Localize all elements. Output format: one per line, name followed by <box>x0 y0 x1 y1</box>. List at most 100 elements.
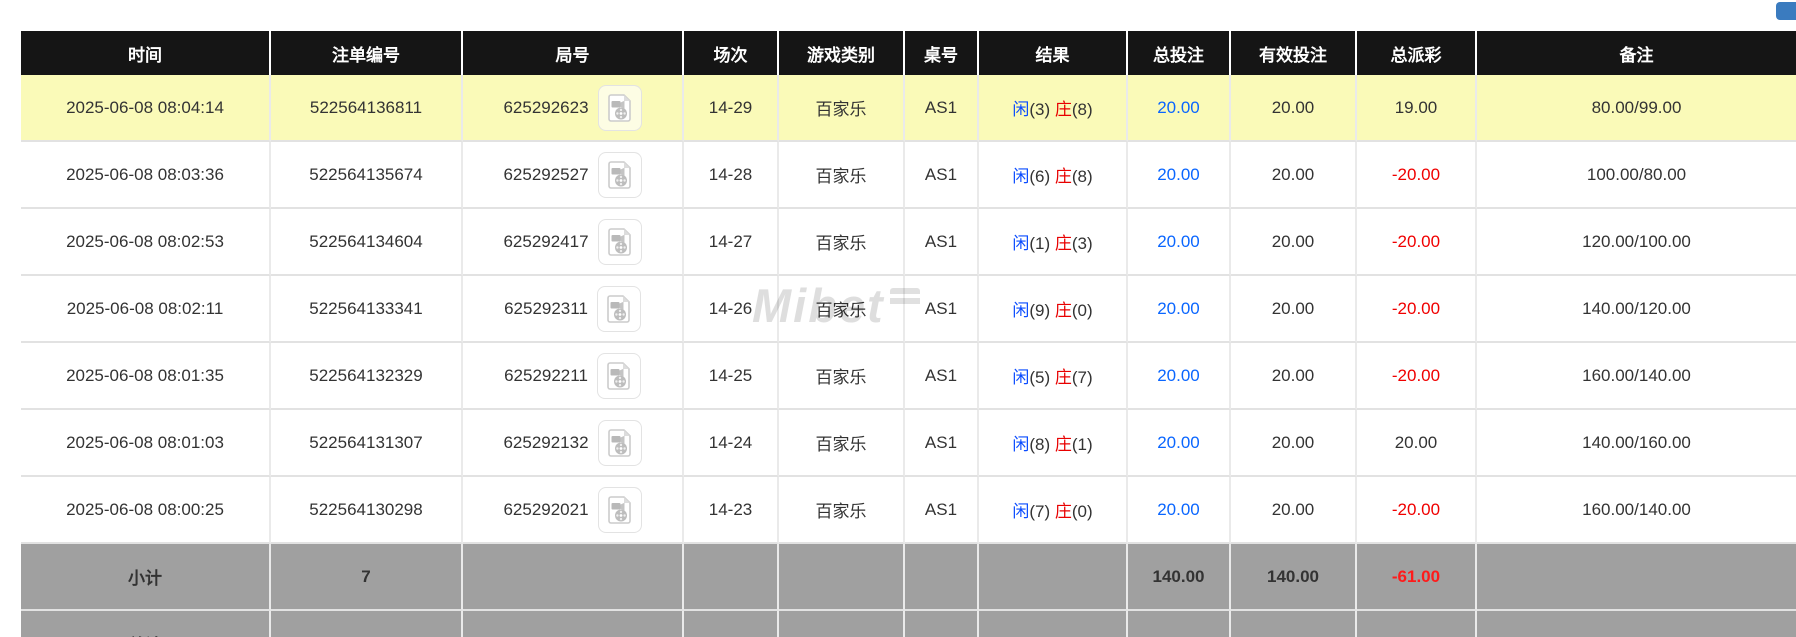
total-payout-value: 19.00 <box>1394 97 1438 117</box>
bet_id-value: 522564131307 <box>309 432 423 452</box>
result-player-score: (7) <box>1029 502 1051 521</box>
cell-bet_id: 522564135674 <box>271 142 463 209</box>
summary-count: 7 <box>271 544 463 611</box>
result-banker-label: 庄 <box>1054 234 1072 253</box>
valid_bet-value: 20.00 <box>1271 365 1315 385</box>
cell-game_type: 百家乐 <box>779 343 905 410</box>
cell-remark: 160.00/140.00 <box>1477 477 1796 544</box>
cell-round_id: 625292211 <box>463 343 684 410</box>
round-id-value: 625292417 <box>503 231 589 251</box>
cell-round_id: 625292021 <box>463 477 684 544</box>
table-row[interactable]: 2025-06-08 08:04:14 522564136811 625292623… <box>21 75 1796 142</box>
cell-game_type: 百家乐 <box>779 276 905 343</box>
cell-result: 闲(1) 庄(3) <box>979 209 1128 276</box>
cell-total_bet: 20.00 <box>1128 343 1231 410</box>
round-id-group: 625292417 <box>463 218 682 265</box>
cell-total_bet: 20.00 <box>1128 142 1231 209</box>
table-row[interactable]: 2025-06-08 08:03:36 522564135674 625292527… <box>21 142 1796 209</box>
cell-remark: 120.00/100.00 <box>1477 209 1796 276</box>
summary-payout-value: -61.00 <box>1391 566 1441 586</box>
round-id-group: 625292211 <box>463 352 682 399</box>
total-bet-link[interactable]: 20.00 <box>1157 231 1200 251</box>
video-replay-button[interactable] <box>597 486 642 533</box>
table-row[interactable]: 2025-06-08 08:02:11 522564133341 625292311… <box>21 276 1796 343</box>
cell-session: 14-27 <box>684 209 779 276</box>
betting-records-table: 时间 注单编号 局号 场次 游戏类别 桌号 结果 总投注 有效投注 总派彩 备注 2025-06-0… <box>21 31 1796 637</box>
video-replay-icon <box>608 94 631 122</box>
result-player-score: (9) <box>1029 301 1051 320</box>
total-bet-link[interactable]: 20.00 <box>1157 298 1200 318</box>
bet_id-value: 522564133341 <box>309 298 423 318</box>
game_type-value: 百家乐 <box>815 234 867 253</box>
round-id-value: 625292623 <box>503 97 589 117</box>
summary-empty-cell <box>779 544 905 611</box>
video-replay-button[interactable] <box>597 84 642 131</box>
remark-value: 160.00/140.00 <box>1582 499 1691 519</box>
cell-result: 闲(8) 庄(1) <box>979 410 1128 477</box>
valid_bet-value: 20.00 <box>1271 164 1315 184</box>
summary-total-bet: 140.00 <box>1128 611 1231 637</box>
summary-valid-bet: 140.00 <box>1231 544 1357 611</box>
column-header-game_type: 游戏类别 <box>779 31 905 75</box>
result-banker-score: (8) <box>1071 167 1093 186</box>
total-bet-link[interactable]: 20.00 <box>1157 499 1200 519</box>
total-bet-link[interactable]: 20.00 <box>1157 432 1200 452</box>
table-row[interactable]: 2025-06-08 08:01:35 522564132329 625292211… <box>21 343 1796 410</box>
cell-game_type: 百家乐 <box>779 410 905 477</box>
summary-empty-cell <box>463 611 684 637</box>
summary-payout-value: -61.00 <box>1392 634 1440 637</box>
cell-result: 闲(6) 庄(8) <box>979 142 1128 209</box>
result-player-label: 闲 <box>1012 234 1030 253</box>
result-banker-label: 庄 <box>1054 301 1072 320</box>
round-id-group: 625292132 <box>463 419 682 466</box>
video-replay-button[interactable] <box>597 218 642 265</box>
table_no-value: AS1 <box>924 231 958 251</box>
video-replay-button[interactable] <box>596 352 641 399</box>
result-banker-score: (1) <box>1071 435 1093 454</box>
total-bet-link[interactable]: 20.00 <box>1157 164 1200 184</box>
video-replay-button[interactable] <box>597 151 642 198</box>
cell-session: 14-26 <box>684 276 779 343</box>
cell-round_id: 625292311 <box>463 276 684 343</box>
cell-result: 闲(9) 庄(0) <box>979 276 1128 343</box>
summary-empty-cell <box>779 611 905 637</box>
corner-button[interactable] <box>1776 2 1796 20</box>
cell-bet_id: 522564134604 <box>271 209 463 276</box>
summary-empty-cell <box>1477 544 1796 611</box>
game_type-value: 百家乐 <box>815 435 867 454</box>
time-value: 2025-06-08 08:04:14 <box>66 97 224 117</box>
round-id-value: 625292527 <box>503 164 589 184</box>
table-row[interactable]: 2025-06-08 08:00:25 522564130298 625292021… <box>21 477 1796 544</box>
cell-time: 2025-06-08 08:00:25 <box>21 477 271 544</box>
remark-value: 100.00/80.00 <box>1586 164 1687 184</box>
cell-result: 闲(5) 庄(7) <box>979 343 1128 410</box>
summary-empty-cell <box>684 544 779 611</box>
time-value: 2025-06-08 08:00:25 <box>66 499 224 519</box>
table_no-value: AS1 <box>924 97 958 117</box>
cell-session: 14-24 <box>684 410 779 477</box>
cell-remark: 100.00/80.00 <box>1477 142 1796 209</box>
cell-total_payout: -20.00 <box>1357 142 1477 209</box>
cell-time: 2025-06-08 08:04:14 <box>21 75 271 142</box>
column-header-total_bet: 总投注 <box>1128 31 1231 75</box>
session-value: 14-28 <box>708 164 753 184</box>
table-row[interactable]: 2025-06-08 08:01:03 522564131307 625292132… <box>21 410 1796 477</box>
cell-session: 14-25 <box>684 343 779 410</box>
total-bet-link[interactable]: 20.00 <box>1157 97 1200 117</box>
table_no-value: AS1 <box>924 164 958 184</box>
cell-total_payout: 20.00 <box>1357 410 1477 477</box>
cell-table_no: AS1 <box>905 142 979 209</box>
round-id-value: 625292132 <box>503 432 589 452</box>
video-replay-button[interactable] <box>597 419 642 466</box>
summary-count: 7 <box>271 611 463 637</box>
total-bet-link[interactable]: 20.00 <box>1157 365 1200 385</box>
result-banker-score: (0) <box>1071 301 1093 320</box>
cell-table_no: AS1 <box>905 209 979 276</box>
cell-valid_bet: 20.00 <box>1231 142 1357 209</box>
time-value: 2025-06-08 08:02:11 <box>66 298 224 318</box>
video-replay-button[interactable] <box>596 285 641 332</box>
cell-total_payout: -20.00 <box>1357 209 1477 276</box>
table-row[interactable]: 2025-06-08 08:02:53 522564134604 625292417… <box>21 209 1796 276</box>
total-payout-value: -20.00 <box>1391 365 1441 385</box>
